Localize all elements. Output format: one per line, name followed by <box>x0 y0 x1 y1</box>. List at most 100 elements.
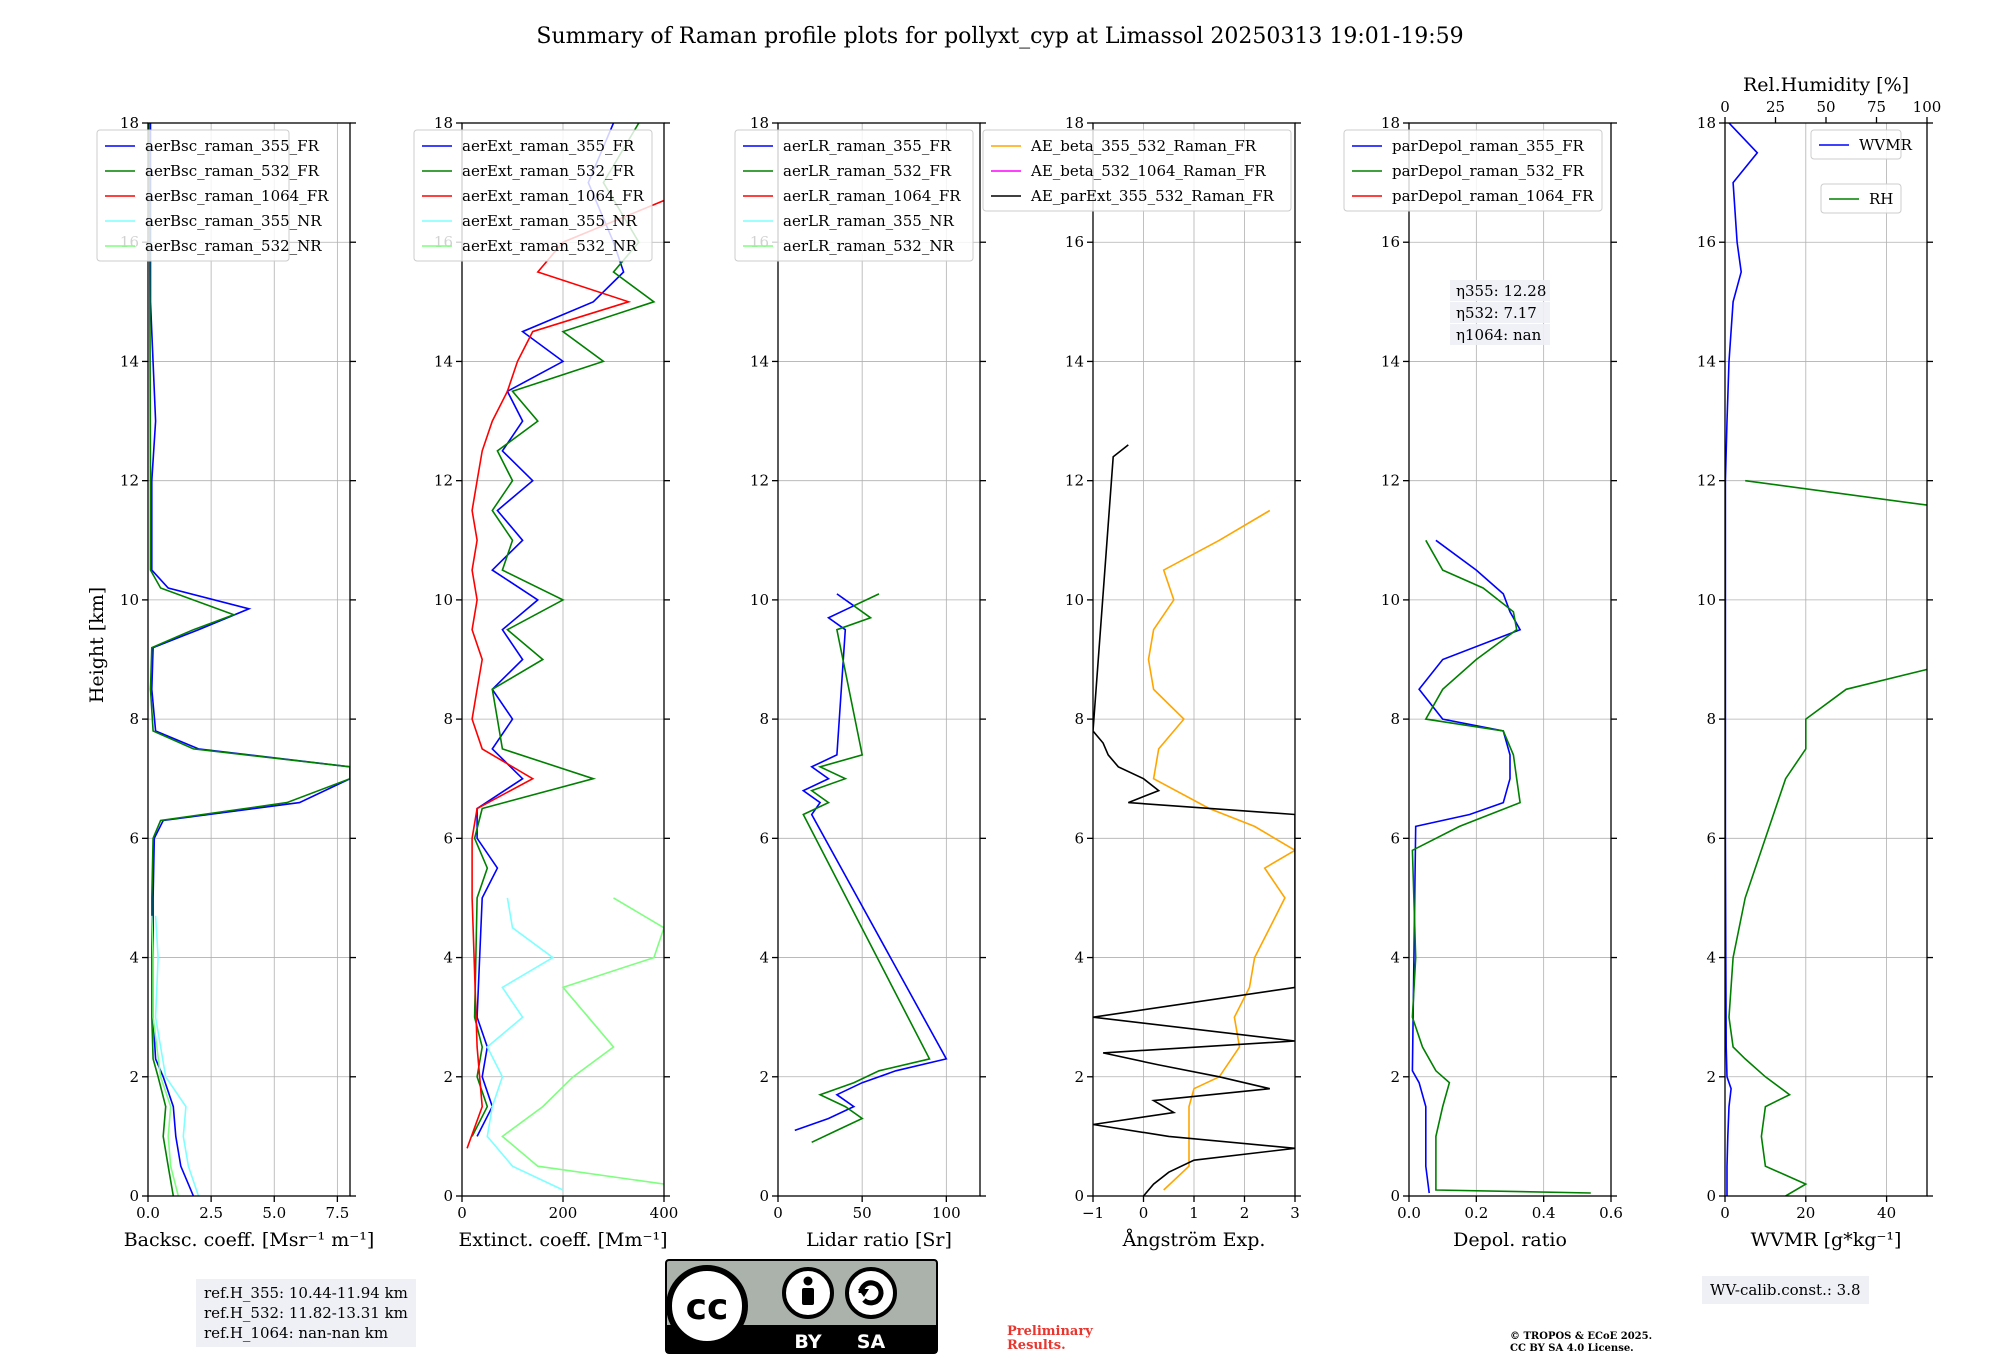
series-line-aerBsc_raman_532_FR <box>148 123 350 1196</box>
x-axis-label: Lidar ratio [Sr] <box>806 1229 952 1251</box>
y-tick-label: 4 <box>443 949 453 967</box>
y-tick-label: 0 <box>1390 1187 1400 1205</box>
x-tick-label: 2 <box>1240 1204 1250 1222</box>
x-tick-label: 0.0 <box>1397 1204 1421 1222</box>
series-line-aerExt_raman_532_FR <box>471 123 656 1137</box>
y-tick-label: 8 <box>1074 710 1084 728</box>
y-tick-label: 16 <box>1697 233 1716 251</box>
y-tick-label: 0 <box>1706 1187 1716 1205</box>
eta-annotations: η355: 12.28 η532: 7.17 η1064: nan <box>1450 280 1550 345</box>
legend: aerBsc_raman_355_FR aerBsc_raman_532_FRae… <box>96 129 329 262</box>
legend-entry: aerBsc_raman_355_NR <box>145 212 322 230</box>
series-line-aerBsc_raman_355_FR <box>149 123 350 1196</box>
legend-entry: aerExt_raman_532_NR <box>462 237 638 255</box>
x-tick-label: 7.5 <box>325 1204 349 1222</box>
legend-entry: parDepol_raman_1064_FR <box>1392 187 1594 205</box>
y-tick-label: 2 <box>1074 1068 1084 1086</box>
axes-frame <box>147 122 351 1197</box>
sa-label: SA <box>857 1331 886 1353</box>
y-tick-label: 0 <box>443 1187 453 1205</box>
y-tick-label: 2 <box>759 1068 769 1086</box>
legend-entry: AE_beta_355_532_Raman_FR <box>1030 137 1257 155</box>
axes-frame <box>1724 122 1928 1197</box>
x-tick-label: 0 <box>457 1204 467 1222</box>
y-tick-label: 6 <box>1074 829 1084 847</box>
y-tick-label: 4 <box>759 949 769 967</box>
x-tick-label: 5.0 <box>262 1204 286 1222</box>
y-tick-label: 14 <box>1381 352 1400 370</box>
panel-2: 024681012141618050100Lidar ratio [Sr]aer… <box>734 114 986 1251</box>
legend-entry: RH <box>1869 190 1893 208</box>
prelim-line-2: Results. <box>1007 1338 1066 1353</box>
series-line-parDepol_raman_355_FR <box>1411 539 1522 1194</box>
y-tick-label: 0 <box>1074 1187 1084 1205</box>
y-tick-label: 18 <box>120 114 139 132</box>
legend-entry: aerBsc_raman_355_FR <box>145 137 320 155</box>
series-line-aerExt_raman_532_NR <box>501 897 664 1185</box>
legend-entry: aerLR_raman_355_NR <box>783 212 954 230</box>
legend-entry: aerExt_raman_355_NR <box>462 212 638 230</box>
legend-entry: aerBsc_raman_1064_FR <box>145 187 329 205</box>
x2-tick-label: 75 <box>1867 98 1886 116</box>
series-line-aerBsc_raman_532_NR <box>151 915 180 1196</box>
y-tick-label: 4 <box>1074 949 1084 967</box>
ref-height-1064: ref.H_1064: nan-nan km <box>204 1324 389 1342</box>
legend: AE_beta_355_532_Raman_FR AE_beta_532_1064… <box>982 129 1292 212</box>
legend-entry: parDepol_raman_355_FR <box>1392 137 1585 155</box>
y-tick-label: 18 <box>1065 114 1084 132</box>
axes-frame <box>777 122 981 1197</box>
y-tick-label: 14 <box>434 352 453 370</box>
ref-height-355: ref.H_355: 10.44-11.94 km <box>204 1284 408 1302</box>
x-tick-label: 3 <box>1290 1204 1300 1222</box>
legend-entry: parDepol_raman_532_FR <box>1392 162 1585 180</box>
eta-annotation: η532: 7.17 <box>1456 304 1537 322</box>
y-tick-label: 12 <box>1381 472 1400 490</box>
y-tick-label: 10 <box>1381 591 1400 609</box>
y-tick-label: 8 <box>1706 710 1716 728</box>
legend: parDepol_raman_355_FR parDepol_raman_532_… <box>1343 129 1603 212</box>
series-line-aerExt_raman_1064_FR <box>466 199 664 1149</box>
series-line-aerBsc_raman_355_NR <box>154 915 200 1196</box>
y-tick-label: 2 <box>443 1068 453 1086</box>
x-tick-label: 0.2 <box>1464 1204 1488 1222</box>
y-tick-label: 18 <box>750 114 769 132</box>
cc-icon <box>666 1265 748 1347</box>
x-axis-label: WVMR [g*kg⁻¹] <box>1751 1229 1902 1251</box>
y-axis-label: Height [km] <box>86 587 108 703</box>
y-tick-label: 8 <box>443 710 453 728</box>
x-tick-label: 0.4 <box>1532 1204 1556 1222</box>
y-tick-label: 10 <box>434 591 453 609</box>
legend-entry: aerLR_raman_532_NR <box>783 237 954 255</box>
series-line-RH <box>1728 479 1927 1196</box>
y-tick-label: 2 <box>129 1068 139 1086</box>
reference-height-box: ref.H_355: 10.44-11.94 km ref.H_532: 11.… <box>196 1279 416 1347</box>
legend: WVMR RH <box>1810 129 1913 214</box>
x-tick-label: −1 <box>1082 1204 1104 1222</box>
x2-tick-label: 100 <box>1913 98 1942 116</box>
y-tick-label: 14 <box>750 352 769 370</box>
series-line-aerExt_raman_355_NR <box>486 897 564 1191</box>
y-tick-label: 12 <box>434 472 453 490</box>
series-line-AE_beta_355_532_Raman_FR <box>1147 509 1295 1191</box>
legend-entry: aerExt_raman_355_FR <box>462 137 635 155</box>
x-tick-label: 100 <box>932 1204 961 1222</box>
y-tick-label: 6 <box>759 829 769 847</box>
axes-frame <box>1408 122 1612 1197</box>
y-tick-label: 12 <box>750 472 769 490</box>
y-tick-label: 10 <box>120 591 139 609</box>
y-tick-label: 2 <box>1706 1068 1716 1086</box>
y-tick-label: 6 <box>1390 829 1400 847</box>
y-tick-label: 0 <box>759 1187 769 1205</box>
y-tick-label: 12 <box>1065 472 1084 490</box>
y-tick-label: 6 <box>443 829 453 847</box>
panel-4: 0 2 4 6 8 10 12 14 16 18 0.0 0.2 0.4 0.6 Depol. ratio p… <box>1343 114 1623 1251</box>
y-tick-label: 14 <box>1065 352 1084 370</box>
legend-entry: aerLR_raman_1064_FR <box>783 187 961 205</box>
y-tick-label: 14 <box>120 352 139 370</box>
x2-tick-label: 25 <box>1766 98 1785 116</box>
legend-entry: aerBsc_raman_532_NR <box>145 237 322 255</box>
